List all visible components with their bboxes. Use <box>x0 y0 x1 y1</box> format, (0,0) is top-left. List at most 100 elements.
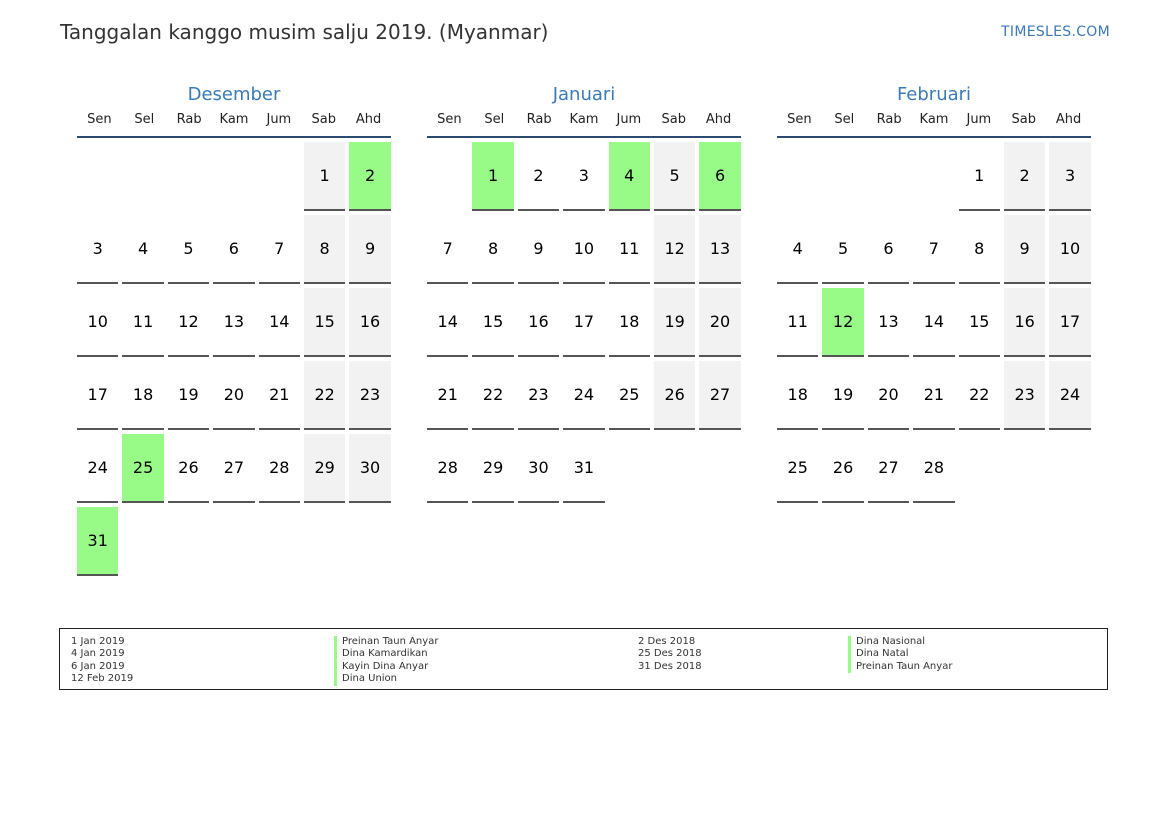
day-cell: 6 <box>213 215 255 284</box>
empty-cell <box>868 142 909 209</box>
empty-cell <box>259 142 300 209</box>
day-cell: 4 <box>777 215 819 284</box>
legend-holiday-name: Preinan Taun Anyar <box>334 636 438 649</box>
month-name: Desember <box>187 84 281 105</box>
weekday-label: Jum <box>266 112 292 127</box>
legend-holiday-name: Preinan Taun Anyar <box>848 660 952 674</box>
weekday-label: Rab <box>876 112 902 127</box>
site-link[interactable]: TIMESLES.COM <box>1001 24 1110 40</box>
weekday-header: Sen Sel Rab Kam Jum Sab Ahd <box>777 108 1091 138</box>
day-cell: 10 <box>563 215 605 284</box>
day-cell: 21 <box>913 361 955 430</box>
legend-date: 12 Feb 2019 <box>71 673 134 685</box>
weekday-label: Kam <box>919 112 949 127</box>
weekday-label: Ahd <box>1055 112 1082 127</box>
weekday-label: Sen <box>437 112 462 127</box>
month-0: Desember Sen Sel Rab Kam Jum Sab Ahd 1 2 3 4 5 6 7 8 9 10… <box>77 82 391 576</box>
day-cell: 13 <box>867 288 910 357</box>
day-cell: 17 <box>1049 288 1091 357</box>
day-cell: 27 <box>213 434 255 503</box>
day-cell: 8 <box>472 215 514 284</box>
holiday-day-cell: 1 <box>472 142 514 211</box>
weekday-label: Jum <box>616 112 642 127</box>
empty-cell <box>822 142 863 209</box>
day-cell: 17 <box>77 361 119 430</box>
day-cell: 23 <box>517 361 560 430</box>
weekday-label: Sel <box>834 112 855 127</box>
day-cell: 20 <box>213 361 255 430</box>
day-cell: 20 <box>867 361 910 430</box>
empty-cell <box>122 142 163 209</box>
day-cell: 26 <box>167 434 210 503</box>
day-cell: 16 <box>517 288 560 357</box>
day-cell: 28 <box>427 434 469 503</box>
legend-holiday-name: Dina Union <box>334 673 438 686</box>
legend-names-left: Preinan Taun Anyar Dina Kamardikan Kayin D… <box>334 636 438 686</box>
day-cell: 30 <box>349 434 391 503</box>
legend-holiday-name: Dina Nasional <box>848 636 952 649</box>
day-cell: 29 <box>303 434 346 503</box>
day-cell: 5 <box>653 142 696 211</box>
day-cell: 13 <box>213 288 255 357</box>
day-cell: 4 <box>122 215 164 284</box>
day-cell: 26 <box>822 434 864 503</box>
weekday-header: Sen Sel Rab Kam Jum Sab Ahd <box>77 108 391 138</box>
day-cell: 5 <box>822 215 864 284</box>
legend-holiday-name: Dina Kamardikan <box>334 648 438 661</box>
day-cell: 9 <box>1003 215 1046 284</box>
day-cell: 12 <box>653 215 696 284</box>
day-cell: 18 <box>777 361 819 430</box>
page-title: Tanggalan kanggo musim salju 2019. (Myan… <box>60 20 549 44</box>
day-cell: 19 <box>653 288 696 357</box>
day-cell: 16 <box>1003 288 1046 357</box>
legend-date: 1 Jan 2019 <box>71 636 125 647</box>
day-cell: 7 <box>427 215 469 284</box>
day-cell: 28 <box>913 434 955 503</box>
weekday-label: Jum <box>966 112 992 127</box>
day-cell: 7 <box>258 215 300 284</box>
day-cell: 23 <box>1003 361 1046 430</box>
day-cell: 11 <box>122 288 164 357</box>
day-cell: 15 <box>958 288 1000 357</box>
empty-cell <box>777 142 818 209</box>
weekday-label: Rab <box>526 112 552 127</box>
day-cell: 14 <box>427 288 469 357</box>
legend-holiday-name: Kayin Dina Anyar <box>334 660 438 674</box>
holiday-day-cell: 4 <box>608 142 650 211</box>
day-grid: 1 2 3 4 5 6 7 8 9 10 11 12 13 14 15 16 17 18 19 20 21 22 23 24 2… <box>777 142 1091 503</box>
day-cell: 14 <box>258 288 300 357</box>
day-cell: 24 <box>1049 361 1091 430</box>
weekday-header: Sen Sel Rab Kam Jum Sab Ahd <box>427 108 741 138</box>
day-cell: 18 <box>122 361 164 430</box>
month-name: Februari <box>896 84 972 105</box>
day-cell: 22 <box>472 361 514 430</box>
day-cell: 11 <box>777 288 819 357</box>
day-cell: 24 <box>77 434 119 503</box>
day-cell: 17 <box>563 288 605 357</box>
weekday-label: Sab <box>1011 112 1036 127</box>
month-name: Januari <box>552 84 616 105</box>
legend-dates-right: 2 Des 2018 25 Des 2018 31 Des 2018 <box>638 636 702 673</box>
day-cell: 19 <box>167 361 210 430</box>
day-cell: 21 <box>258 361 300 430</box>
day-cell: 8 <box>303 215 346 284</box>
day-cell: 26 <box>653 361 696 430</box>
day-cell: 10 <box>77 288 119 357</box>
day-grid: 1 2 3 4 5 6 7 8 9 10 11 12 13 14 15 16 17 18 19 20 21 22 23 24 2… <box>77 142 391 576</box>
day-cell: 31 <box>563 434 605 503</box>
day-cell: 9 <box>349 215 391 284</box>
day-cell: 15 <box>303 288 346 357</box>
day-cell: 15 <box>472 288 514 357</box>
weekday-label: Kam <box>569 112 599 127</box>
day-cell: 29 <box>472 434 514 503</box>
weekday-label: Ahd <box>705 112 732 127</box>
day-cell: 9 <box>517 215 560 284</box>
day-cell: 22 <box>303 361 346 430</box>
legend-date: 4 Jan 2019 <box>71 648 125 660</box>
weekday-label: Sel <box>134 112 155 127</box>
day-cell: 14 <box>913 288 955 357</box>
day-cell: 7 <box>913 215 955 284</box>
weekday-label: Rab <box>176 112 202 127</box>
day-cell: 8 <box>958 215 1000 284</box>
legend-date: 25 Des 2018 <box>638 648 702 660</box>
